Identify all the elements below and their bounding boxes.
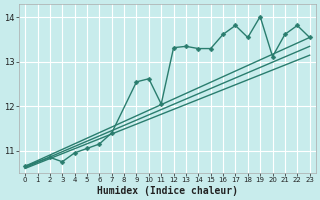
X-axis label: Humidex (Indice chaleur): Humidex (Indice chaleur) [97, 186, 238, 196]
